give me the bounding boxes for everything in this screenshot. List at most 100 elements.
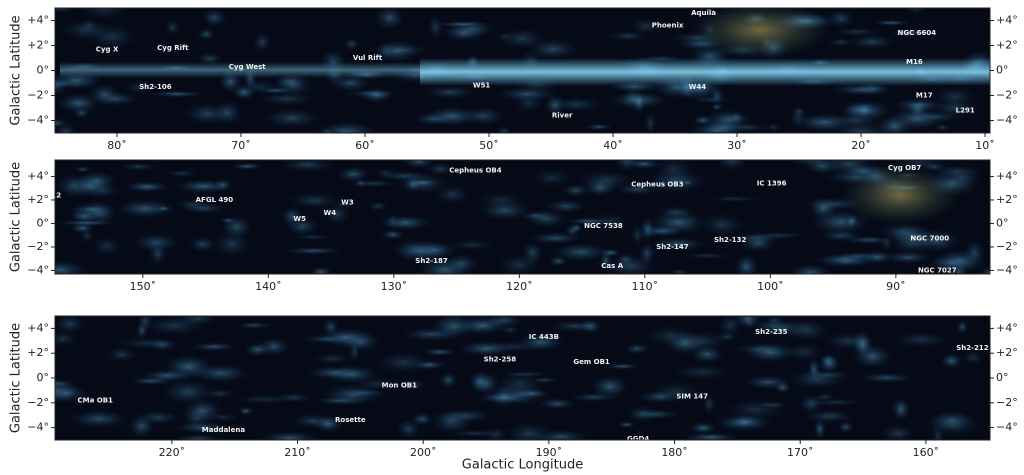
dust-cloud [55, 8, 76, 13]
y-tick-label: −4° [27, 421, 49, 434]
annotation: Sh2-258 [484, 355, 517, 363]
dust-cloud [424, 85, 477, 100]
dust-cloud [443, 253, 480, 274]
dust-cloud [272, 72, 314, 98]
x-tick-label: 190˚ [536, 446, 563, 459]
dust-cloud [801, 409, 857, 424]
dust-cloud [690, 95, 734, 104]
dust-cloud [628, 409, 682, 420]
dust-cloud [160, 379, 215, 405]
dust-cloud [706, 195, 763, 202]
x-tick-label: 90˚ [886, 280, 906, 293]
dust-cloud [806, 357, 822, 381]
dust-cloud [504, 421, 554, 440]
dust-cloud [430, 408, 473, 434]
dust-cloud [497, 27, 547, 50]
dust-cloud [530, 168, 573, 188]
dust-cloud [830, 111, 881, 129]
dust-cloud [638, 241, 656, 266]
y-tick-label: +4° [27, 321, 49, 334]
dust-cloud [531, 376, 558, 384]
dust-cloud [498, 371, 552, 378]
annotation: Sh2-132 [714, 236, 747, 244]
x-tick-label: 60˚ [355, 139, 375, 152]
dust-cloud [336, 166, 370, 183]
dust-cloud [682, 432, 739, 440]
annotation: Cyg West [229, 63, 267, 71]
annotation: Mon OB1 [382, 381, 417, 389]
dust-cloud [826, 38, 855, 47]
dust-cloud [118, 162, 158, 171]
dust-cloud [832, 27, 883, 37]
warm-cloud [840, 165, 960, 225]
map-panel: Cyg X Cyg Rift Sh2-106 Cyg West Vul Rift W51 P… [55, 8, 990, 133]
x-tick-label: 80˚ [107, 139, 127, 152]
x-tick-label: 180˚ [661, 446, 688, 459]
dust-cloud [717, 160, 747, 171]
y-tick-label: 0° [37, 64, 50, 77]
dust-cloud [252, 31, 272, 53]
annotation: W3 [341, 198, 354, 206]
dust-cloud [283, 246, 345, 255]
map-panel: IC 443B Sh2-235 Sh2-212 Sh2-258 Gem OB1 Mon O… [55, 316, 990, 440]
dust-cloud [940, 353, 963, 370]
annotation: Sh2-106 [139, 83, 172, 91]
annotation: Gem OB1 [573, 358, 610, 366]
x-axis-label: Galactic Longitude [462, 458, 583, 473]
dust-cloud [650, 380, 702, 403]
dust-cloud [552, 242, 609, 262]
dust-cloud [395, 172, 450, 195]
dust-cloud [190, 363, 251, 384]
dust-cloud [823, 331, 875, 351]
dust-cloud [880, 235, 893, 252]
dust-cloud [76, 8, 132, 20]
dust-cloud [830, 83, 894, 96]
dust-cloud [148, 90, 207, 98]
x-tick-label: 100˚ [757, 280, 784, 293]
dust-cloud [617, 421, 636, 428]
annotation: Rosette [335, 416, 366, 424]
dust-cloud [882, 251, 933, 264]
annotation: W51 [473, 82, 491, 90]
dust-cloud [950, 262, 968, 274]
x-tick-label: 200˚ [410, 446, 437, 459]
annotation: CMa OB1 [78, 396, 114, 404]
dust-cloud [732, 316, 763, 328]
annotation: Cyg OB7 [888, 164, 921, 172]
dust-cloud [395, 418, 422, 440]
dust-cloud [141, 369, 194, 383]
dust-cloud [304, 365, 365, 380]
dust-cloud [351, 179, 397, 188]
dust-cloud [808, 197, 838, 219]
dust-cloud [891, 397, 911, 422]
dust-cloud [623, 343, 650, 355]
dust-cloud [962, 349, 984, 366]
dust-cloud [280, 206, 304, 228]
dust-cloud [91, 235, 123, 256]
x-tick-label: 50˚ [479, 139, 499, 152]
x-tick-label: 40˚ [603, 139, 623, 152]
dust-cloud [812, 392, 836, 402]
annotation: Phoenix [652, 22, 684, 30]
dust-cloud [765, 122, 782, 133]
dust-cloud [650, 236, 706, 252]
y-tick-label: +2° [27, 39, 49, 52]
dust-cloud [237, 406, 254, 416]
dust-cloud [561, 183, 591, 198]
y-tick-label: +2° [996, 193, 1018, 206]
y-tick-label: −2° [996, 240, 1018, 253]
dust-cloud [380, 229, 406, 241]
dust-cloud [212, 99, 243, 126]
dust-cloud [427, 14, 444, 41]
warm-cloud [690, 8, 830, 58]
y-tick-label: 0° [996, 64, 1009, 77]
dust-cloud [911, 229, 963, 252]
annotation: Cyg X [96, 45, 119, 53]
dust-cloud [394, 240, 448, 261]
annotation: W44 [689, 83, 707, 91]
dust-cloud [955, 319, 969, 335]
y-tick-label: −4° [996, 421, 1018, 434]
dust-cloud [70, 175, 110, 197]
dust-cloud [70, 206, 114, 213]
dust-cloud [524, 209, 568, 229]
